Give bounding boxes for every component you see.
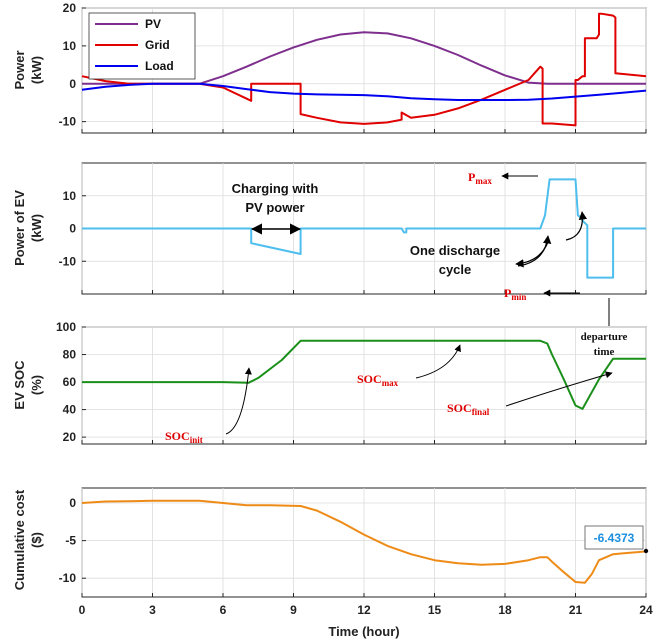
series-line-pv xyxy=(82,31,646,85)
annotation-discharge-line1: One discharge xyxy=(410,243,500,258)
y-tick-label: 40 xyxy=(63,403,77,417)
x-tick-label: 3 xyxy=(149,603,156,617)
x-tick-label: 9 xyxy=(290,603,297,617)
x-tick-label: 18 xyxy=(498,603,512,617)
legend-label-grid: Grid xyxy=(145,38,170,52)
annotation-soc-final-text: SOCfinal xyxy=(447,401,490,417)
series-line-3-0 xyxy=(81,499,647,584)
annotation-soc-init: SOCinit xyxy=(165,367,252,445)
panel-cost-ylabel-line1: Cumulative cost xyxy=(12,489,27,590)
panel-power: -10 0 10 20 Power (kW) PV Grid Load xyxy=(12,1,647,134)
panel-ev-soc-ylabel-line2: (%) xyxy=(29,375,44,395)
annotation-discharge-arrow-right xyxy=(565,211,588,241)
series-line-2-0 xyxy=(82,339,646,410)
y-tick-label: 10 xyxy=(63,189,77,203)
panel-ev-soc: 20 40 60 80 100 EV SOC (%) SOCinit SOCmax SO… xyxy=(12,298,647,445)
y-tick-label: 0 xyxy=(69,77,76,91)
annotation-soc-max-arrow xyxy=(415,344,461,379)
panel-cost: 0 3 6 9 12 15 18 21 24 -10 -5 0 Cumulative cost ($)… xyxy=(12,487,653,639)
legend-label-load: Load xyxy=(145,59,174,73)
annotation-soc-max-text: SOCmax xyxy=(357,372,399,388)
annotation-pmax: Pmax xyxy=(468,170,538,186)
panel-power-ylabel-line1: Power xyxy=(12,50,27,89)
y-tick-label: 0 xyxy=(69,222,76,236)
y-tick-label: 100 xyxy=(56,320,76,334)
panel-ev-soc-ylabel-line1: EV SOC xyxy=(12,360,27,410)
annotation-pmax-text: Pmax xyxy=(468,170,492,186)
annotation-discharge-line2: cycle xyxy=(439,262,472,277)
series-line-1-0 xyxy=(82,178,646,279)
panel-power-ylabel-line2: (kW) xyxy=(29,56,44,84)
x-axis-label: Time (hour) xyxy=(328,624,399,639)
annotation-soc-final: SOCfinal xyxy=(447,371,613,417)
annotation-soc-init-arrow xyxy=(225,367,252,435)
annotation-departure-line1: departure xyxy=(581,331,628,343)
y-tick-label: -10 xyxy=(59,254,77,268)
x-tick-label: 15 xyxy=(428,603,442,617)
y-tick-label: 80 xyxy=(63,348,77,362)
datatip-box xyxy=(584,525,644,550)
x-tick-label: 21 xyxy=(569,603,583,617)
annotation-charging-line1: Charging with xyxy=(232,181,319,196)
annotation-departure-line2: time xyxy=(594,346,615,358)
panel-ev-power: -10 0 10 Power of EV (kW) Charging with PV… xyxy=(12,162,647,302)
legend-label-pv: PV xyxy=(145,17,161,31)
y-tick-label: 0 xyxy=(69,496,76,510)
annotation-soc-init-text: SOCinit xyxy=(165,429,203,445)
annotation-soc-final-arrow xyxy=(505,371,613,407)
panel-ev-power-ylabel-line2: (kW) xyxy=(29,214,44,242)
annotation-discharge-arrow-left xyxy=(515,241,549,268)
datatip-marker xyxy=(643,548,649,554)
annotation-departure: departure time xyxy=(581,298,628,358)
y-tick-label: 10 xyxy=(63,39,77,53)
annotation-charging-line2: PV power xyxy=(245,200,304,215)
annotation-soc-max: SOCmax xyxy=(357,344,461,388)
annotation-pmin-text: Pmin xyxy=(504,286,526,302)
y-tick-label: -10 xyxy=(59,571,77,585)
x-tick-label: 6 xyxy=(220,603,227,617)
x-tick-label: 24 xyxy=(639,603,653,617)
y-tick-label: -10 xyxy=(59,115,77,129)
datatip-value: -6.4373 xyxy=(594,531,635,545)
x-tick-label: 0 xyxy=(79,603,86,617)
x-tick-label: 12 xyxy=(357,603,371,617)
series-line-grid xyxy=(81,12,647,127)
panel-ev-power-ylabel-line1: Power of EV xyxy=(12,190,27,266)
datatip[interactable]: -6.4373 xyxy=(584,525,649,554)
y-tick-label: 20 xyxy=(63,1,77,15)
legend: PV Grid Load xyxy=(88,12,196,80)
y-tick-label: 20 xyxy=(63,430,77,444)
panel-cost-ylabel-line2: ($) xyxy=(29,532,44,548)
annotation-pmin: Pmin xyxy=(504,286,580,302)
series-line-load xyxy=(81,82,647,101)
y-tick-label: -5 xyxy=(65,534,76,548)
y-tick-label: 60 xyxy=(63,375,77,389)
